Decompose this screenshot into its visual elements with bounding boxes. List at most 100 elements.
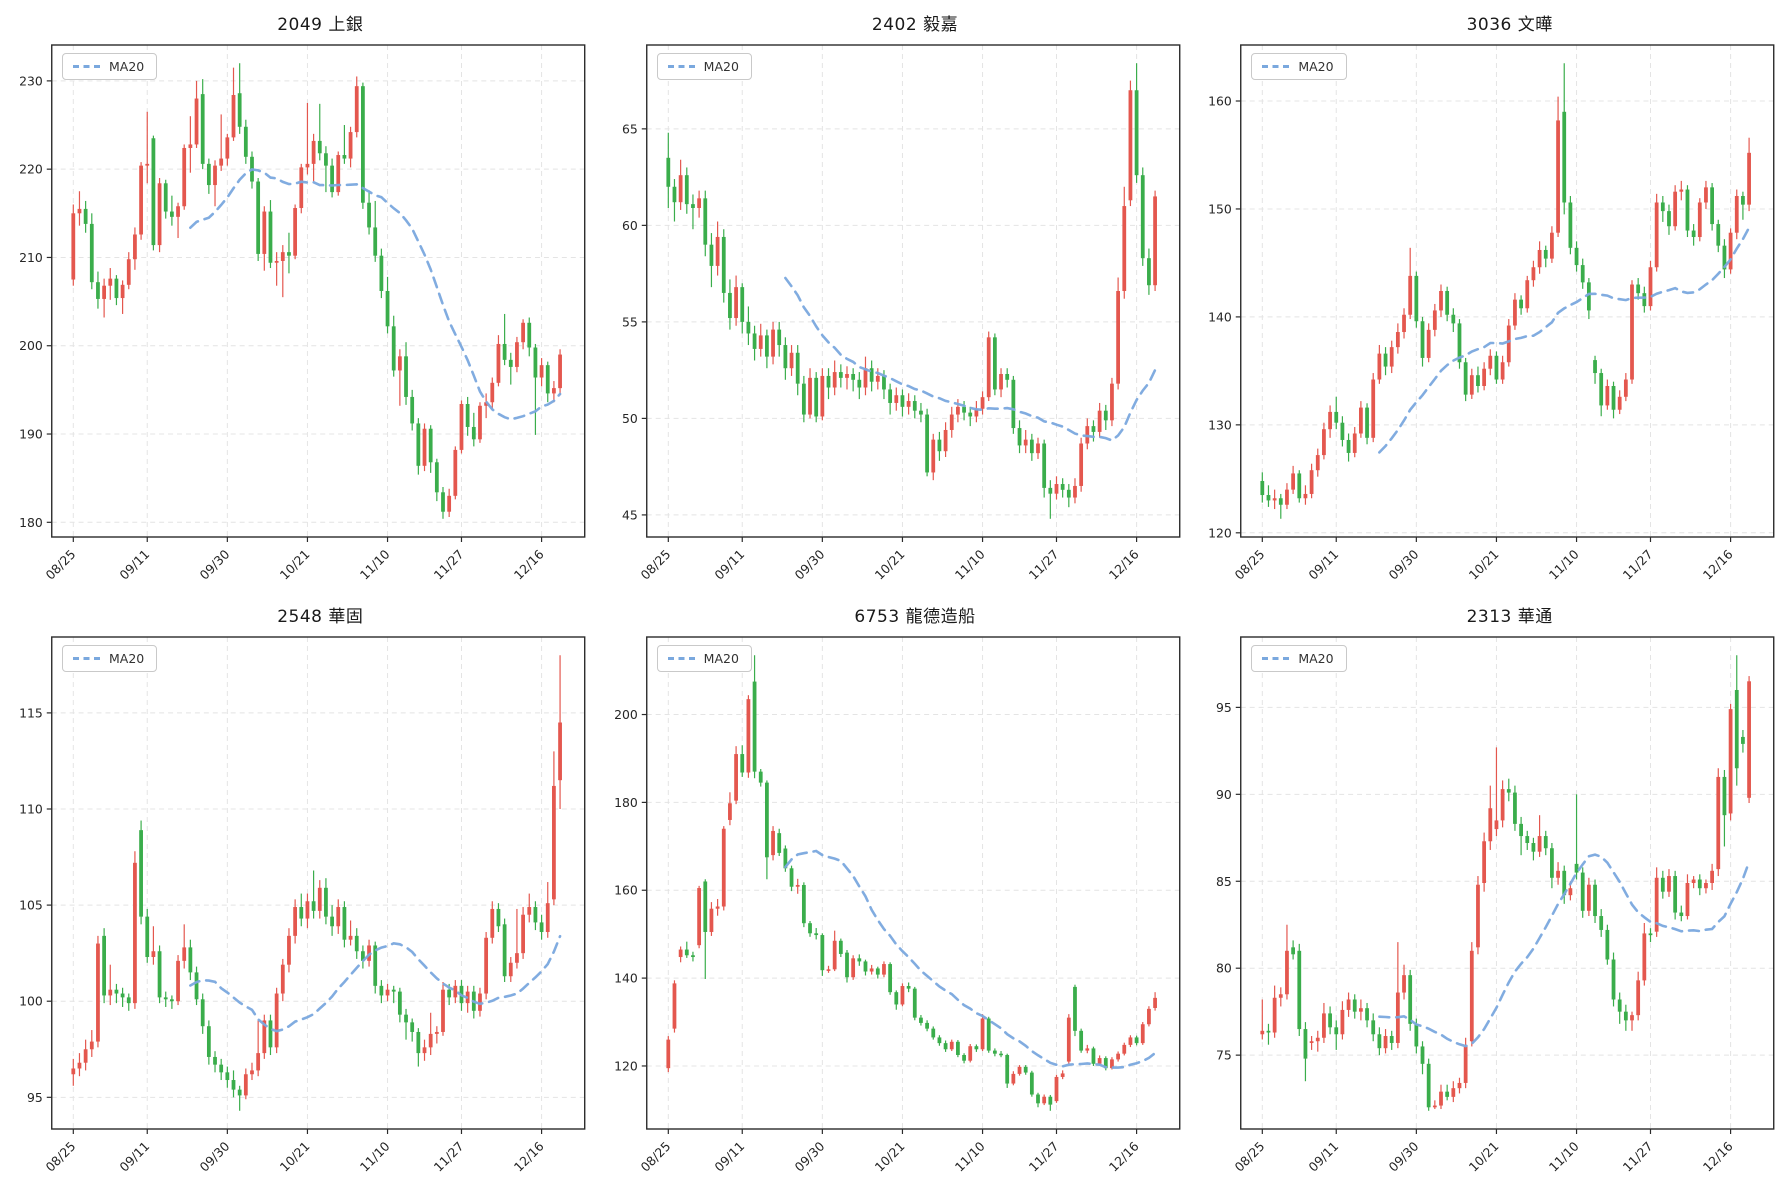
y-tick-label: 120 [1208, 525, 1232, 540]
chart-title: 2313 華通 [1466, 606, 1553, 627]
candle-body [986, 337, 991, 398]
candle-body [740, 287, 744, 322]
candle-body [857, 379, 861, 388]
candle-body [1722, 245, 1727, 270]
candle-body [844, 374, 849, 378]
candle-body [801, 884, 806, 923]
candle-body [1273, 498, 1277, 501]
candle-body [1427, 1063, 1431, 1107]
candle-body [330, 916, 334, 926]
candle-body [863, 368, 868, 388]
axes-box [51, 44, 586, 538]
candle-body [1451, 1087, 1456, 1097]
candle-body [502, 343, 507, 360]
candle-body [1103, 410, 1108, 421]
candle-body [764, 782, 769, 857]
candle-body [1741, 736, 1746, 744]
candle-body [1291, 946, 1296, 954]
candle-body [684, 949, 689, 955]
x-tick-label: 12/16 [511, 1138, 547, 1174]
candle-body [1029, 439, 1034, 454]
candle-body [459, 404, 464, 450]
candle-body [1556, 870, 1561, 878]
candle-body [1260, 1030, 1265, 1034]
candle-body [515, 342, 519, 367]
candle-body [342, 906, 347, 940]
candle-body [1291, 473, 1296, 490]
candle-body [1550, 232, 1555, 259]
candle-body [1439, 1091, 1444, 1106]
candle-body [434, 462, 439, 493]
candle-body [1359, 407, 1364, 434]
candle-body [133, 234, 137, 260]
candle-body [508, 962, 513, 976]
candle-body [114, 278, 119, 299]
candle-body [299, 906, 304, 919]
candle-body [980, 397, 985, 409]
candle-body [1661, 877, 1666, 892]
candle-body [1451, 314, 1456, 324]
candle-body [1611, 959, 1616, 999]
candle-body [924, 1022, 929, 1029]
candle-body [1152, 997, 1157, 1008]
candle-body [311, 900, 316, 911]
candle-body [1390, 347, 1394, 367]
ma20-line [783, 849, 1157, 1069]
candle-body [1568, 202, 1573, 248]
candle-body [1146, 258, 1151, 286]
candle-body [980, 1018, 985, 1049]
candle-body [428, 428, 433, 463]
chart-title: 6753 龍德造船 [854, 606, 976, 627]
x-tick-label: 10/21 [871, 546, 907, 582]
axes-box [1240, 44, 1775, 538]
candle-body [1279, 498, 1284, 505]
candle-body [1353, 433, 1357, 453]
candle-body [1544, 249, 1548, 259]
candle-body [558, 354, 562, 389]
candle-body [1488, 807, 1493, 841]
x-tick-label: 10/21 [1466, 1138, 1502, 1174]
candle-body [441, 989, 445, 1032]
y-tick-label: 55 [622, 314, 638, 329]
y-tick-label: 150 [1208, 201, 1232, 216]
candle-body [539, 921, 544, 932]
candle-body [108, 989, 113, 995]
candle-body [875, 375, 880, 382]
candle-body [311, 140, 316, 164]
candle-body [1285, 489, 1290, 505]
candle-body [949, 414, 954, 430]
candle-body [354, 86, 359, 133]
candle-body [77, 1062, 82, 1068]
candle-body [900, 395, 904, 407]
candle-body [807, 922, 812, 933]
candle-body [96, 282, 100, 299]
candle-body [422, 1046, 427, 1053]
candle-body [391, 326, 396, 371]
ma20-line-icon [667, 656, 695, 660]
candle-body [496, 343, 501, 383]
candle-body [1103, 1057, 1108, 1068]
candle-body [789, 352, 794, 369]
candle-body [703, 880, 707, 932]
y-tick-label: 50 [622, 411, 638, 426]
candle-body [1519, 823, 1524, 836]
candle-body [89, 1041, 94, 1049]
candle-body [758, 771, 763, 783]
candle-body [256, 1052, 261, 1070]
candle-body [422, 428, 427, 466]
candle-body [237, 93, 242, 127]
candle-body [838, 372, 843, 378]
candle-body [527, 906, 532, 915]
candle-body [1134, 1036, 1139, 1043]
x-tick-label: 11/27 [1025, 1138, 1061, 1174]
candle-body [1328, 411, 1333, 430]
y-tick-label: 95 [27, 1089, 43, 1104]
candle-body [151, 138, 156, 246]
candle-body [1402, 314, 1407, 333]
candle-body [1340, 1009, 1345, 1034]
candle-body [176, 206, 180, 217]
chart-panel-6753: 6753 龍德造船 120 140 160 180 200 08/25 09/11 09/30… [601, 596, 1190, 1188]
candle-body [71, 1067, 76, 1074]
candle-body [1420, 321, 1425, 358]
y-tick-label: 220 [19, 162, 43, 177]
